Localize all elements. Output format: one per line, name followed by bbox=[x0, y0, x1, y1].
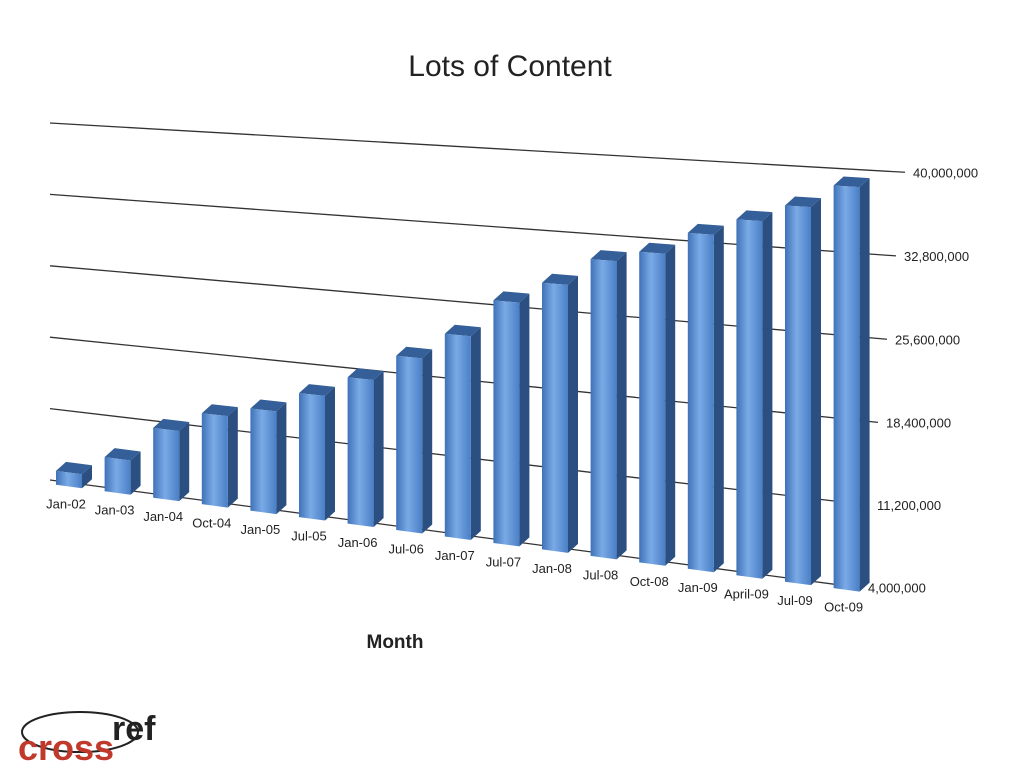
bar bbox=[104, 457, 131, 495]
bar-side bbox=[568, 275, 578, 553]
chart-title: Lots of Content bbox=[408, 50, 612, 83]
bar-top bbox=[153, 418, 190, 431]
bar-side bbox=[811, 198, 821, 586]
bar-top bbox=[639, 242, 676, 254]
bar-top bbox=[299, 384, 335, 396]
bar bbox=[444, 333, 471, 540]
x-tick-label: Jan-06 bbox=[338, 535, 378, 550]
bar bbox=[785, 205, 811, 586]
bar bbox=[736, 219, 763, 579]
y-tick-label: 18,400,000 bbox=[886, 415, 951, 430]
x-tick-label: Oct-04 bbox=[192, 516, 231, 531]
bar-side bbox=[470, 327, 481, 540]
bar-top bbox=[687, 223, 724, 235]
bar-top bbox=[201, 404, 238, 417]
x-axis-label: Month bbox=[367, 632, 424, 653]
bar-top bbox=[785, 196, 821, 208]
bar bbox=[639, 251, 666, 566]
logo-word: ref bbox=[112, 710, 156, 748]
bar bbox=[250, 408, 277, 515]
y-tick-label: 32,800,000 bbox=[904, 249, 969, 264]
bar-side bbox=[616, 252, 627, 560]
x-tick-label: Jan-09 bbox=[678, 580, 718, 595]
bar-side bbox=[179, 421, 190, 502]
grid-line bbox=[49, 122, 906, 173]
x-tick-label: Jul-07 bbox=[486, 554, 521, 569]
x-tick-label: Jan-08 bbox=[532, 561, 572, 576]
x-tick-label: Jan-04 bbox=[143, 509, 183, 524]
logo: cross ref bbox=[18, 710, 156, 768]
bar bbox=[493, 300, 520, 547]
bar-side bbox=[325, 386, 335, 521]
x-tick-label: April-09 bbox=[724, 587, 769, 602]
x-tick-label: Jan-02 bbox=[46, 496, 86, 511]
y-tick-label: 4,000,000 bbox=[868, 581, 926, 596]
bar-side bbox=[762, 212, 773, 579]
bar-top bbox=[444, 324, 481, 337]
bar-top bbox=[56, 461, 92, 475]
bar-top bbox=[493, 291, 530, 303]
logo-swoosh bbox=[21, 711, 139, 753]
bar-top bbox=[347, 368, 384, 381]
y-tick-label: 11,200,000 bbox=[877, 498, 941, 513]
x-tick-label: Jan-05 bbox=[241, 522, 281, 537]
x-tick-label: Jul-09 bbox=[777, 593, 812, 608]
x-tick-label: Oct-08 bbox=[630, 574, 669, 589]
bar-side bbox=[130, 451, 141, 495]
bar bbox=[542, 282, 568, 553]
logo-word: cross bbox=[18, 727, 114, 768]
bar-side bbox=[859, 178, 870, 592]
bar-side bbox=[373, 371, 384, 528]
bar-side bbox=[713, 225, 724, 573]
bar bbox=[299, 393, 325, 521]
bar bbox=[201, 413, 228, 508]
bar-side bbox=[82, 465, 92, 489]
bar-side bbox=[422, 349, 433, 534]
x-tick-label: Jul-05 bbox=[291, 529, 326, 544]
bar-top bbox=[590, 250, 627, 262]
bar bbox=[56, 470, 82, 489]
x-tick-label: Jul-08 bbox=[583, 567, 618, 582]
bar-top bbox=[736, 210, 773, 222]
bar-top bbox=[396, 346, 433, 359]
bar bbox=[687, 232, 714, 573]
bar-top bbox=[542, 273, 578, 285]
bar-top bbox=[104, 448, 141, 461]
bar-side bbox=[665, 244, 676, 566]
bar bbox=[833, 185, 860, 592]
bar-top bbox=[250, 399, 287, 412]
bar-side bbox=[276, 402, 287, 515]
x-tick-label: Jan-03 bbox=[95, 503, 135, 518]
x-tick-label: Jan-07 bbox=[435, 548, 475, 563]
y-tick-label: 25,600,000 bbox=[895, 332, 960, 347]
bar-side bbox=[227, 407, 238, 508]
bar bbox=[590, 259, 617, 560]
plot: 4,000,000 11,200,000 18,400,000 25,600,000 3… bbox=[46, 122, 978, 615]
bar-side bbox=[519, 293, 530, 547]
bar bbox=[347, 377, 374, 528]
bar bbox=[396, 355, 423, 534]
bar bbox=[153, 427, 180, 502]
bar-top bbox=[833, 176, 870, 188]
x-tick-label: Oct-09 bbox=[824, 600, 863, 615]
x-tick-label: Jul-06 bbox=[388, 541, 423, 556]
y-tick-label: 40,000,000 bbox=[913, 165, 978, 180]
